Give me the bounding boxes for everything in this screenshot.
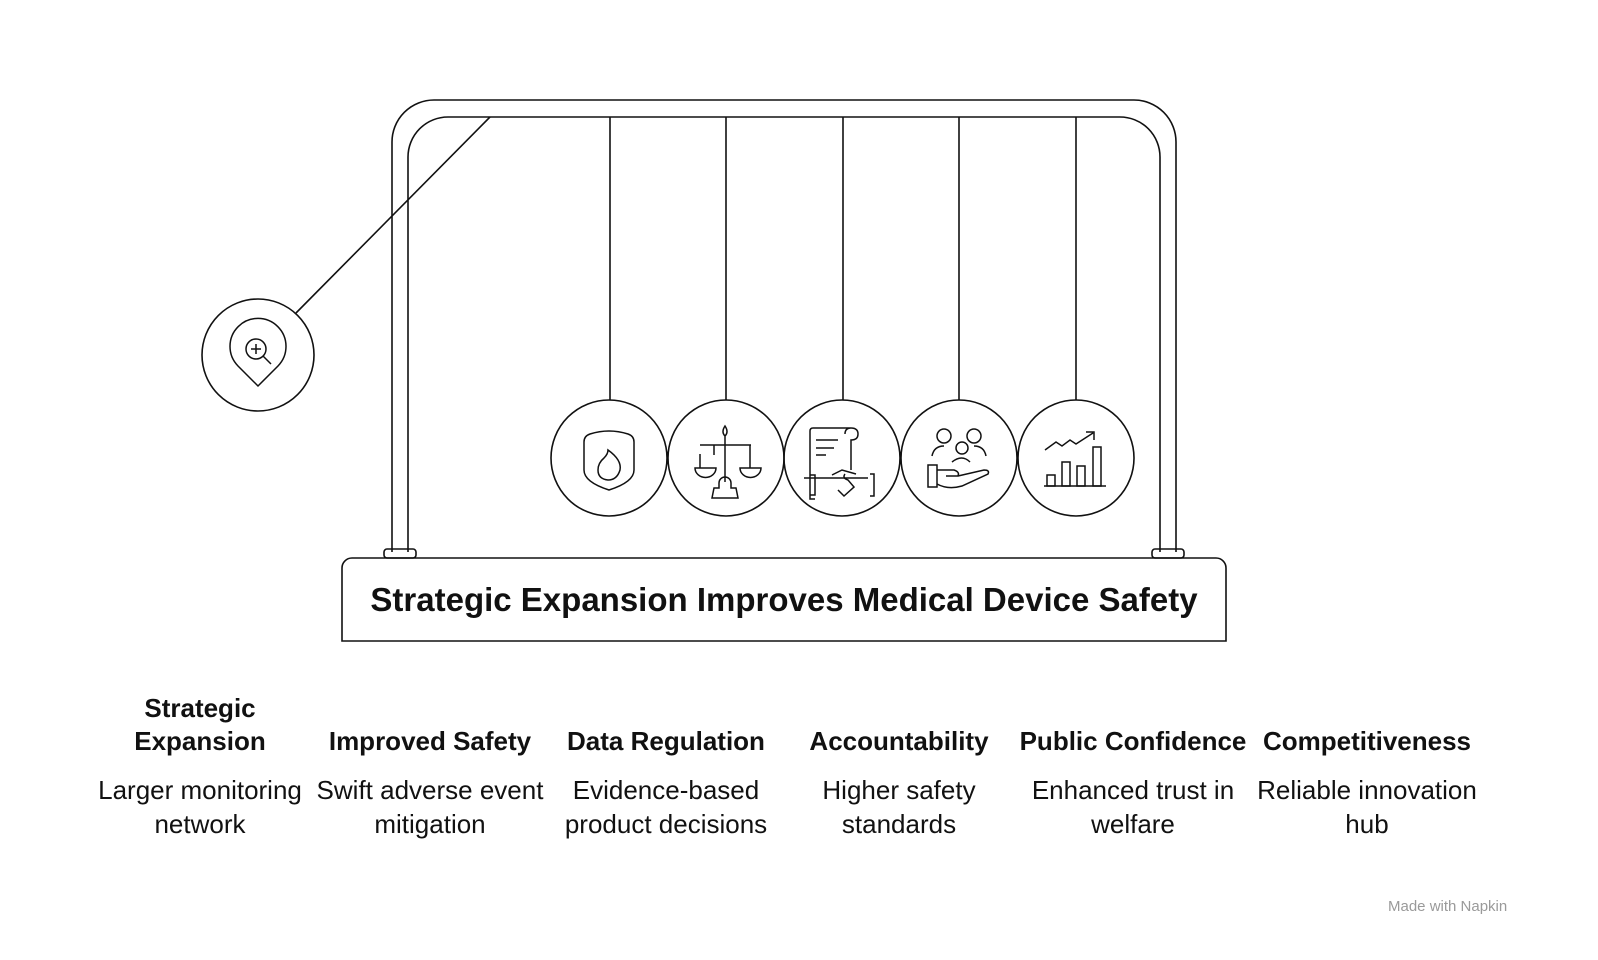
location-search-icon	[229, 317, 287, 388]
watermark: Made with Napkin	[1388, 898, 1508, 915]
ball-3	[783, 117, 901, 517]
column-description: Swift adverse event mitigation	[316, 775, 544, 839]
frame-outer	[391, 99, 1177, 552]
column-2: Improved Safety Swift adverse event mitig…	[310, 690, 550, 841]
ball-5	[1017, 117, 1135, 517]
column-heading: Strategic Expansion	[134, 693, 266, 756]
people-hand-icon	[927, 428, 990, 489]
diagram-title: Strategic Expansion Improves Medical Dev…	[370, 580, 1198, 618]
column-description: Evidence-based product decisions	[564, 775, 768, 839]
lead-ball	[201, 298, 315, 412]
column-heading: Competitiveness	[1262, 726, 1472, 756]
contract-handshake-icon	[804, 427, 875, 500]
column-description: Higher safety standards	[822, 775, 976, 839]
column-description: Reliable innovation hub	[1257, 775, 1477, 839]
ball-2	[667, 117, 785, 517]
column-heading: Public Confidence	[1019, 726, 1247, 756]
frame-inner	[407, 116, 1161, 552]
ball-4	[900, 117, 1018, 517]
column-3: Data Regulation Evidence-based product de…	[546, 690, 786, 841]
column-5: Public Confidence Enhanced trust in welfa…	[1013, 690, 1253, 841]
column-6: Competitiveness Reliable innovation hub	[1237, 690, 1497, 841]
column-heading: Improved Safety	[328, 726, 532, 756]
scales-icon	[694, 424, 762, 499]
column-heading: Data Regulation	[567, 726, 765, 756]
lead-string	[295, 116, 491, 314]
shield-flame-icon	[583, 430, 635, 491]
column-description: Larger monitoring network	[98, 775, 302, 839]
column-4: Accountability Higher safety standards	[779, 690, 1019, 841]
column-1: Strategic Expansion Larger monitoring net…	[80, 690, 320, 841]
frame-foot-right	[1151, 548, 1185, 559]
frame-foot-left	[383, 548, 417, 559]
ball-1	[550, 117, 668, 517]
column-heading: Accountability	[809, 726, 989, 756]
growth-chart-icon	[1044, 431, 1106, 487]
column-description: Enhanced trust in welfare	[1031, 775, 1235, 839]
base-box	[341, 557, 1227, 642]
